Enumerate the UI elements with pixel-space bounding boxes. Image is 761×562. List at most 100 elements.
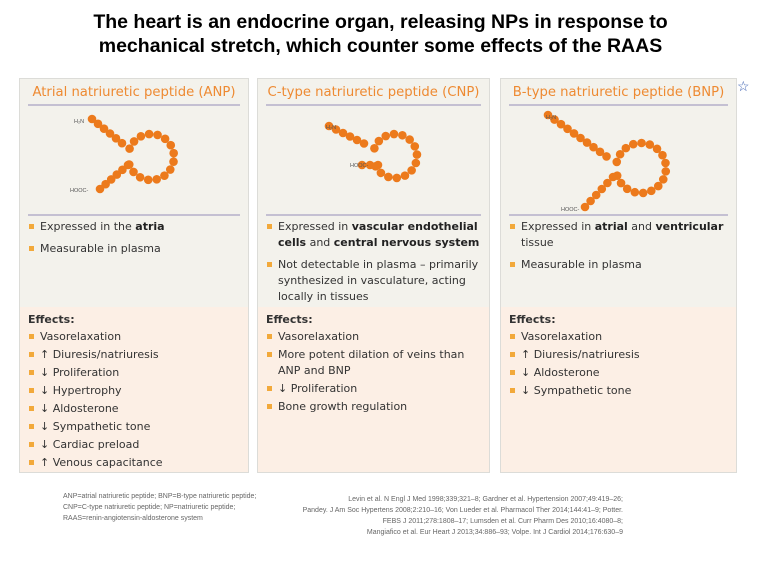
amino-acid-residue — [412, 150, 422, 159]
amino-acid-residue — [381, 131, 391, 141]
amino-acid-residue — [661, 158, 670, 168]
panel-anp: Atrial natriuretic peptide (ANP) Express… — [19, 78, 249, 473]
characteristics-list: Expressed in the atria Measurable in plas… — [28, 219, 242, 263]
panel-bnp: B-type natriuretic peptide (BNP) Express… — [500, 78, 737, 473]
amino-acid-residue — [118, 165, 127, 175]
amino-acid-residue — [410, 142, 420, 151]
amino-acid-residue — [612, 157, 622, 167]
amino-acid-residue — [556, 119, 566, 129]
amino-acid-residue — [106, 175, 116, 184]
amino-acid-residue — [338, 128, 348, 138]
amino-acid-residue — [87, 114, 97, 124]
amino-acid-residue — [638, 188, 648, 198]
panel-header: Atrial natriuretic peptide (ANP) — [32, 85, 236, 100]
amino-acid-residue — [135, 172, 145, 182]
amino-acid-residue — [392, 173, 402, 183]
effect-item: ↓ Sympathetic tone — [28, 419, 242, 435]
amino-acid-residue — [615, 149, 625, 159]
amino-acid-residue — [169, 148, 178, 158]
amino-acid-residue — [112, 170, 122, 179]
amino-acid-residue — [123, 160, 133, 170]
text-run: Measurable in plasma — [521, 258, 642, 271]
text-run: Expressed in the — [40, 220, 136, 233]
amino-acid-residue — [597, 184, 607, 194]
peptide-structure-diagram: H₂N HOOC- — [543, 110, 671, 213]
amino-acid-residue — [400, 171, 410, 180]
effect-item: ↑ Diuresis/natriuresis — [509, 347, 730, 363]
text-run: and — [627, 220, 656, 233]
amino-acid-residue — [407, 166, 416, 175]
effect-item: ↓ Proliferation — [266, 381, 483, 397]
text-run: Not detectable in plasma – primarily syn… — [278, 258, 479, 303]
amino-acid-residue — [152, 174, 162, 184]
title-line: The heart is an endocrine organ, releasi… — [93, 11, 668, 33]
divider — [28, 214, 240, 216]
amino-acid-residue — [580, 202, 590, 212]
amino-acid-residue — [389, 129, 399, 139]
effects-list: Vasorelaxation ↑ Diuresis/natriuresis ↓ Pr… — [28, 329, 242, 473]
divider — [509, 104, 728, 106]
amino-acid-residue — [160, 134, 170, 144]
reference-line: Mangiafico et al. Eur Heart J 2013;34:88… — [366, 529, 623, 536]
amino-acid-residue — [129, 137, 139, 146]
amino-acid-residue — [165, 165, 175, 174]
effect-item: More potent dilation of veins than ANP a… — [266, 347, 483, 379]
effects-label: Effects: — [266, 313, 313, 326]
amino-acid-residue — [376, 168, 386, 178]
amino-acid-residue — [136, 132, 146, 141]
amino-acid-residue — [576, 133, 585, 143]
abbreviations-footnote: ANP=atrial natriuretic peptide; BNP=B-ty… — [63, 493, 257, 522]
amino-acid-residue — [653, 181, 663, 191]
peptide-structure-diagram: H₂N HOOC- — [70, 114, 178, 194]
amino-acid-residue — [591, 190, 601, 200]
amino-acid-residue — [144, 129, 154, 139]
c-terminus-label: HOOC- — [561, 207, 580, 213]
panel-header: B-type natriuretic peptide (BNP) — [512, 85, 725, 100]
amino-acid-residue — [652, 144, 662, 154]
amino-acid-residue — [160, 171, 169, 180]
amino-acid-residue — [621, 143, 631, 153]
effects-section: Effects: Vasorelaxation More potent dilat… — [258, 307, 489, 472]
effect-item: Vasorelaxation — [28, 329, 242, 345]
amino-acid-residue — [603, 178, 612, 188]
amino-acid-residue — [153, 130, 162, 140]
effect-item: Bone growth regulation — [266, 399, 483, 415]
effect-item: Vasorelaxation — [266, 329, 483, 345]
text-run: atria — [135, 220, 165, 233]
divider — [509, 214, 728, 216]
characteristics-list: Expressed in vascular endothelial cells … — [266, 219, 483, 311]
amino-acid-residue — [374, 136, 384, 146]
text-run: vascular endothelial cells — [278, 220, 478, 249]
effect-item: ↑ Venous capacitance — [28, 455, 242, 471]
amino-acid-residue — [384, 172, 393, 182]
amino-acid-residue — [324, 121, 334, 131]
amino-acid-residue — [411, 158, 421, 168]
effect-item: Vasorelaxation — [509, 329, 730, 345]
amino-acid-residue — [589, 142, 598, 152]
panel-cnp: C-type natriuretic peptide (CNP) Express… — [257, 78, 490, 473]
effects-list: Vasorelaxation More potent dilation of ve… — [266, 329, 483, 417]
divider — [28, 104, 240, 106]
amino-acid-residue — [608, 172, 618, 182]
effects-label: Effects: — [28, 313, 75, 326]
amino-acid-residue — [352, 135, 362, 145]
effects-section: Effects: Vasorelaxation ↑ Diuresis/natriu… — [20, 307, 248, 472]
divider — [266, 214, 481, 216]
amino-acid-residue — [331, 125, 341, 134]
slide-title: The heart is an endocrine organ, releasi… — [0, 10, 761, 58]
n-terminus-label: H₂N — [326, 125, 336, 131]
divider — [266, 104, 481, 106]
amino-acid-residue — [616, 178, 626, 188]
star-outline-icon[interactable]: ☆ — [737, 78, 750, 94]
amino-acid-residue — [602, 152, 611, 161]
amino-acid-residue — [357, 160, 367, 170]
text-run: Expressed in — [521, 220, 595, 233]
characteristic-item: Measurable in plasma — [28, 241, 242, 257]
amino-acid-residue — [105, 129, 115, 138]
amino-acid-residue — [398, 130, 407, 140]
amino-acid-residue — [143, 175, 153, 185]
amino-acid-residue — [658, 150, 667, 160]
amino-acid-residue — [101, 179, 110, 189]
amino-acid-residue — [595, 147, 605, 157]
